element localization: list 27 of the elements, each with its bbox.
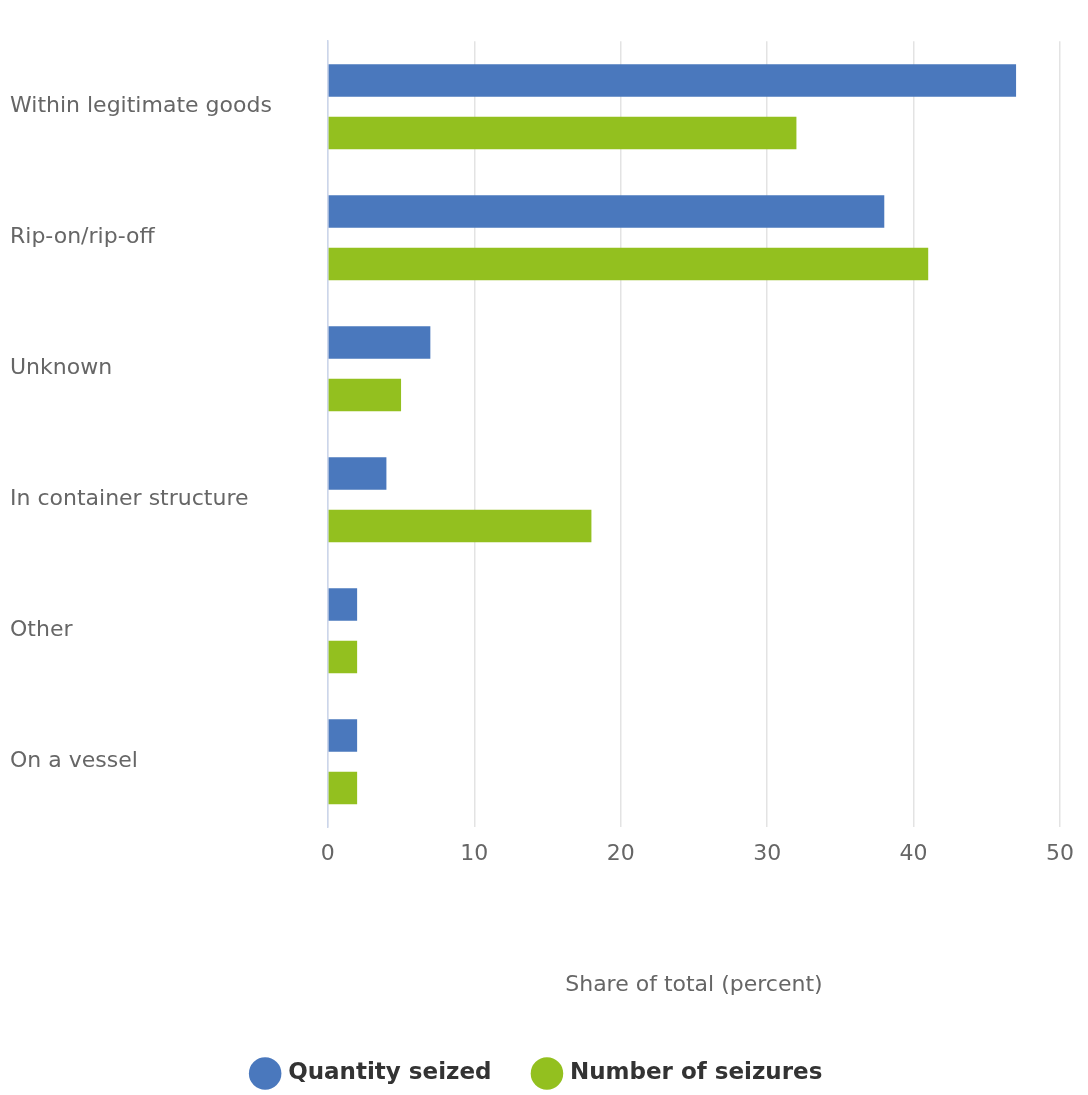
y-tick-label: In container structure: [10, 485, 249, 511]
bar: [328, 771, 358, 805]
bar: [328, 509, 592, 543]
bar: [328, 719, 358, 752]
x-tick-label: 30: [753, 840, 782, 866]
bar: [328, 64, 1017, 97]
y-tick-label: Unknown: [10, 354, 113, 380]
bar: [328, 588, 358, 621]
y-tick-label: Within legitimate goods: [10, 92, 272, 118]
bar: [328, 326, 431, 359]
bar: [328, 457, 387, 490]
x-tick-label: 0: [320, 840, 335, 866]
y-tick-label: Rip-on/rip-off: [10, 223, 156, 249]
bar: [328, 247, 929, 281]
x-tick-label: 50: [1046, 840, 1074, 866]
y-tick-label: Other: [10, 616, 74, 642]
bar: [328, 116, 797, 150]
bar: [328, 640, 358, 674]
x-tick-label: 10: [460, 840, 489, 866]
x-axis-title: Share of total (percent): [565, 970, 823, 996]
bar: [328, 378, 402, 412]
x-tick-label: 20: [606, 840, 635, 866]
legend-label: Quantity seized: [288, 1058, 492, 1085]
y-tick-label: On a vessel: [10, 747, 138, 773]
legend-label: Number of seizures: [569, 1058, 823, 1085]
x-tick-label: 40: [899, 840, 928, 866]
bar: [328, 195, 885, 228]
